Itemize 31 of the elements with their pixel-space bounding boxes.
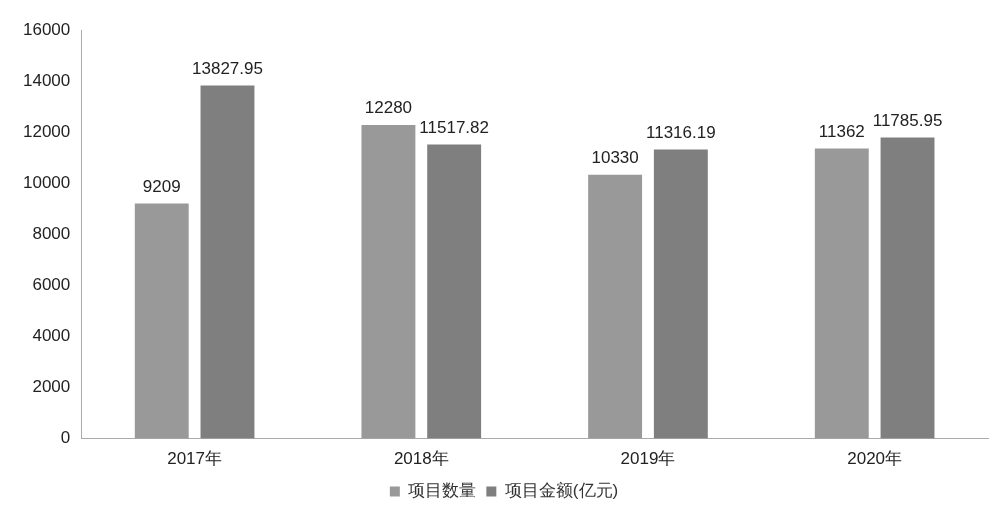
x-tick-label: 2019年 xyxy=(620,449,676,469)
y-tick-label: 8000 xyxy=(32,223,71,243)
legend-label: 项目金额(亿元) xyxy=(504,481,619,501)
data-label: 11517.82 xyxy=(419,117,489,137)
y-tick-label: 6000 xyxy=(32,275,71,295)
data-label: 13827.95 xyxy=(192,58,263,78)
data-label: 9209 xyxy=(142,176,181,196)
data-label: 11785.95 xyxy=(872,110,943,130)
bar xyxy=(814,148,869,439)
y-tick-label: 2000 xyxy=(32,377,71,397)
y-tick-label: 12000 xyxy=(22,121,71,141)
x-tick-label: 2020年 xyxy=(847,449,903,469)
bar xyxy=(588,174,643,439)
data-label: 11362 xyxy=(818,121,865,141)
x-tick-label: 2017年 xyxy=(167,449,223,469)
bar xyxy=(653,149,708,439)
bar xyxy=(134,203,189,439)
bar xyxy=(361,125,416,439)
y-tick-label: 0 xyxy=(60,428,71,448)
bar xyxy=(427,144,482,439)
data-label: 12280 xyxy=(364,98,413,118)
data-label: 11316.19 xyxy=(646,122,716,142)
legend-label: 项目数量 xyxy=(408,481,477,501)
bar xyxy=(880,137,935,439)
bar xyxy=(200,85,255,439)
data-label: 10330 xyxy=(591,147,639,167)
y-tick-label: 10000 xyxy=(22,172,71,192)
y-tick-label: 4000 xyxy=(32,326,71,346)
y-tick-label: 14000 xyxy=(22,70,71,90)
y-tick-label: 16000 xyxy=(22,19,71,39)
x-tick-label: 2018年 xyxy=(393,449,449,469)
